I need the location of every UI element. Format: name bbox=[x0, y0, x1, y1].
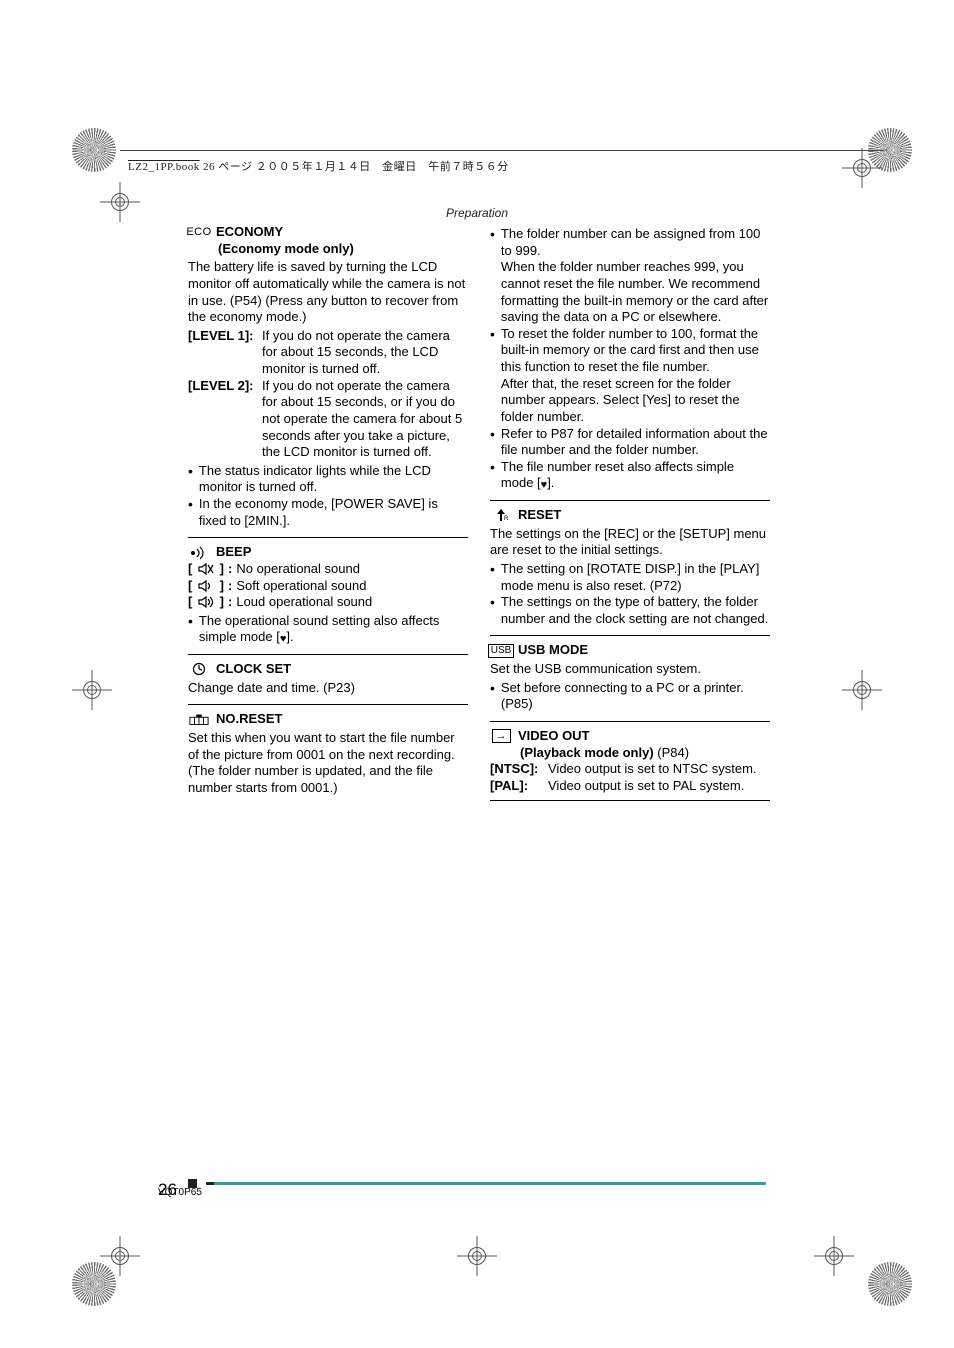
crosshair-icon bbox=[457, 1236, 497, 1276]
economy-section: ECO ECONOMY (Economy mode only) The batt… bbox=[188, 222, 468, 531]
economy-subtitle: (Economy mode only) bbox=[188, 241, 468, 258]
video-out-icon: → bbox=[490, 729, 512, 743]
pal-label: [PAL]: bbox=[490, 778, 548, 795]
document-code: VQT0P65 bbox=[158, 1187, 770, 1198]
eco-icon: ECO bbox=[188, 225, 210, 239]
reset-title: RESET bbox=[518, 507, 561, 524]
list-item: The folder number can be assigned from 1… bbox=[490, 226, 770, 326]
list-item: To reset the folder number to 100, forma… bbox=[490, 326, 770, 426]
usb-icon: USB bbox=[490, 644, 512, 658]
book-filename: LZ2_1PP.book bbox=[128, 161, 200, 173]
option-text: No operational sound bbox=[236, 561, 468, 578]
level2-text: If you do not operate the camera for abo… bbox=[262, 378, 468, 461]
no-reset-title: NO.RESET bbox=[216, 711, 282, 728]
list-item: Refer to P87 for detailed information ab… bbox=[490, 426, 770, 459]
page-footer: 26 VQT0P65 bbox=[158, 1180, 770, 1198]
list-item: The settings on the type of battery, the… bbox=[490, 594, 770, 627]
divider bbox=[490, 800, 770, 801]
no-reset-continued: The folder number can be assigned from 1… bbox=[490, 222, 770, 494]
option-text: Soft operational sound bbox=[236, 578, 468, 595]
beep-section: BEEP [ ]: No operational sound [ ]: Soft… bbox=[188, 542, 468, 648]
crosshair-icon bbox=[814, 1236, 854, 1276]
divider bbox=[490, 500, 770, 501]
clock-title: CLOCK SET bbox=[216, 661, 291, 678]
reset-icon: R bbox=[490, 508, 512, 522]
level1-text: If you do not operate the camera for abo… bbox=[262, 328, 468, 378]
video-title: VIDEO OUT bbox=[518, 728, 590, 745]
clock-section: CLOCK SET Change date and time. (P23) bbox=[188, 659, 468, 698]
counter-icon bbox=[188, 713, 210, 727]
beep-title: BEEP bbox=[216, 544, 251, 561]
divider bbox=[188, 704, 468, 705]
page-content: ECO ECONOMY (Economy mode only) The batt… bbox=[188, 222, 770, 1027]
usb-title: USB MODE bbox=[518, 642, 588, 659]
heart-icon: ♥ bbox=[541, 480, 548, 491]
clock-icon bbox=[188, 662, 210, 676]
no-reset-section: NO.RESET Set this when you want to start… bbox=[188, 709, 468, 798]
reset-section: R RESET The settings on the [REC] or the… bbox=[490, 505, 770, 629]
pal-text: Video output is set to PAL system. bbox=[548, 778, 770, 795]
clock-body: Change date and time. (P23) bbox=[188, 680, 468, 697]
crosshair-icon bbox=[842, 148, 882, 188]
divider bbox=[188, 654, 468, 655]
option-label: [ ] bbox=[188, 561, 226, 578]
list-item: The setting on [ROTATE DISP.] in the [PL… bbox=[490, 561, 770, 594]
ntsc-label: [NTSC]: bbox=[490, 761, 548, 778]
registration-mark-icon bbox=[72, 128, 116, 172]
economy-title: ECONOMY bbox=[216, 224, 283, 241]
option-text: Loud operational sound bbox=[236, 594, 468, 611]
crosshair-icon bbox=[100, 1236, 140, 1276]
economy-intro: The battery life is saved by turning the… bbox=[188, 259, 468, 326]
crosshair-icon bbox=[842, 670, 882, 710]
list-item: Set before connecting to a PC or a print… bbox=[490, 680, 770, 713]
list-item: The operational sound setting also affec… bbox=[188, 613, 468, 646]
level2-label: [LEVEL 2]: bbox=[188, 378, 262, 461]
heart-icon: ♥ bbox=[280, 634, 287, 645]
list-item: The file number reset also affects simpl… bbox=[490, 459, 770, 492]
header-date: 26 ページ ２００５年１月１４日 金曜日 午前７時５６分 bbox=[200, 161, 509, 173]
ntsc-text: Video output is set to NTSC system. bbox=[548, 761, 770, 778]
reset-body: The settings on the [REC] or the [SETUP]… bbox=[490, 526, 770, 559]
header-text: LZ2_1PP.book 26 ページ ２００５年１月１４日 金曜日 午前７時５… bbox=[128, 158, 509, 174]
svg-text:R: R bbox=[504, 516, 509, 522]
registration-mark-icon bbox=[868, 1262, 912, 1306]
crosshair-icon bbox=[72, 670, 112, 710]
list-item: The status indicator lights while the LC… bbox=[188, 463, 468, 496]
level1-label: [LEVEL 1]: bbox=[188, 328, 262, 378]
beep-icon bbox=[188, 546, 210, 560]
option-label: [ ] bbox=[188, 594, 226, 611]
video-section: → VIDEO OUT (Playback mode only) (P84) [… bbox=[490, 726, 770, 808]
list-item: In the economy mode, [POWER SAVE] is fix… bbox=[188, 496, 468, 529]
no-reset-body: Set this when you want to start the file… bbox=[188, 730, 468, 797]
option-label: [ ] bbox=[188, 578, 226, 595]
section-title: Preparation bbox=[0, 206, 954, 220]
usb-section: USB USB MODE Set the USB communication s… bbox=[490, 640, 770, 715]
divider bbox=[490, 721, 770, 722]
video-subtitle-ref: (P84) bbox=[654, 745, 689, 760]
footer-rule bbox=[206, 1182, 766, 1185]
divider bbox=[490, 635, 770, 636]
video-subtitle: (Playback mode only) bbox=[520, 745, 654, 760]
usb-body: Set the USB communication system. bbox=[490, 661, 770, 678]
divider bbox=[188, 537, 468, 538]
header-rule bbox=[120, 150, 884, 151]
